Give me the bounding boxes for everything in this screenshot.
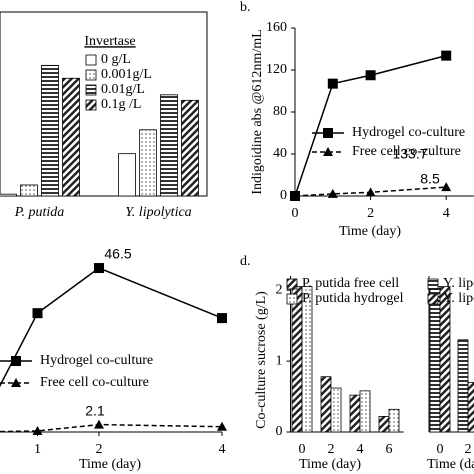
series-line xyxy=(294,186,447,197)
plot-frame xyxy=(0,11,208,197)
bar xyxy=(388,408,400,433)
x-tick-label: 0 xyxy=(292,206,299,221)
value-label: 133.7 xyxy=(392,146,427,162)
legend-swatch xyxy=(286,293,298,305)
x-tick-label: 0 xyxy=(299,442,306,457)
legend-swatch xyxy=(85,84,97,96)
value-label: 8.5 xyxy=(420,171,440,187)
legend-label: Y. lipolytica free cell xyxy=(443,276,474,291)
bar xyxy=(160,94,178,197)
series-line xyxy=(0,267,223,388)
marker xyxy=(365,70,376,81)
legend-swatch xyxy=(427,278,439,290)
series-line xyxy=(294,54,447,197)
marker xyxy=(94,419,104,429)
marker xyxy=(327,188,338,198)
bar xyxy=(41,64,59,197)
bar xyxy=(0,193,17,197)
value-label: 46.5 xyxy=(104,246,131,262)
bar xyxy=(330,387,342,433)
y-tick-label: 0 xyxy=(276,424,283,439)
marker xyxy=(32,425,43,435)
legend-marker xyxy=(323,128,333,138)
y-axis-label: Co-culture sucrose (g/L) xyxy=(254,291,269,429)
marker xyxy=(217,313,227,324)
bar xyxy=(429,286,441,433)
x-tick-label: 2 xyxy=(367,206,374,221)
bar xyxy=(320,376,332,433)
bar xyxy=(181,99,199,197)
legend-label: Free cell co-culture xyxy=(352,144,461,159)
legend-swatch xyxy=(85,99,97,111)
marker xyxy=(327,78,338,89)
x-tick-label: 1 xyxy=(34,442,41,457)
legend-marker xyxy=(323,147,333,156)
y-tick-label: 1 xyxy=(276,353,283,368)
legend-label: 0.001g/L xyxy=(101,67,152,82)
y-axis-label: Indigoidine abs @612nm/mL xyxy=(250,29,265,194)
x-tick-label: 4 xyxy=(443,206,450,221)
marker xyxy=(32,308,43,319)
x-axis-label: Time (day) xyxy=(339,224,401,239)
legend-title: Invertase xyxy=(84,34,135,49)
bar xyxy=(467,381,474,433)
marker xyxy=(441,182,452,192)
x-axis-label: Time (day) xyxy=(427,457,474,472)
x-tick-label: 6 xyxy=(386,442,393,457)
bar xyxy=(20,184,38,197)
legend-swatch xyxy=(286,278,298,290)
legend-label: 0.01g/L xyxy=(101,82,145,97)
bar xyxy=(457,339,469,433)
legend-label: P. putida hydrogel xyxy=(302,291,404,306)
legend-marker xyxy=(11,378,21,387)
y-tick-label: 120 xyxy=(266,62,287,77)
marker xyxy=(217,421,227,431)
marker xyxy=(94,263,104,274)
x-axis-label: Time (day) xyxy=(299,457,361,472)
legend-label: Hydrogel co-culture xyxy=(40,353,153,368)
legend-label: P. putida free cell xyxy=(302,276,399,291)
legend-label: 0 g/L xyxy=(101,52,131,67)
legend-marker xyxy=(11,356,21,366)
x-tick-label: 2 xyxy=(96,442,103,457)
bar xyxy=(439,286,451,433)
marker xyxy=(441,50,452,61)
bar xyxy=(118,153,136,197)
marker xyxy=(365,187,376,197)
bar xyxy=(378,415,390,433)
x-axis-label: Time (day) xyxy=(79,457,141,472)
marker xyxy=(290,191,300,200)
legend-label: Y. lipolytica hydrogel xyxy=(443,291,474,306)
series-line xyxy=(0,423,223,433)
y-tick-label: 80 xyxy=(273,104,287,119)
panel-label: b. xyxy=(240,0,251,15)
x-tick-label: 2 xyxy=(465,442,472,457)
x-tick-label: 2 xyxy=(328,442,335,457)
bar xyxy=(359,390,371,433)
y-tick-label: 2 xyxy=(276,282,283,297)
x-tick-label: Y. lipolytica xyxy=(125,205,191,220)
legend-swatch xyxy=(85,54,97,66)
value-label: 2.1 xyxy=(85,403,105,419)
bar xyxy=(62,77,80,197)
x-tick-label: 4 xyxy=(219,442,226,457)
legend-swatch xyxy=(85,69,97,81)
bar xyxy=(301,286,313,433)
legend-label: 0.1g /L xyxy=(101,97,141,112)
x-tick-label: P. putida xyxy=(14,205,65,220)
y-tick-label: 160 xyxy=(266,20,287,35)
panel-label: d. xyxy=(240,254,251,269)
bar xyxy=(349,394,361,433)
legend-swatch xyxy=(427,293,439,305)
x-tick-label: 4 xyxy=(357,442,364,457)
y-tick-label: 0 xyxy=(280,188,287,203)
y-tick-label: 40 xyxy=(273,146,287,161)
x-tick-label: 0 xyxy=(437,442,444,457)
legend-label: Hydrogel co-culture xyxy=(352,125,465,140)
bar xyxy=(139,129,157,197)
bar xyxy=(291,286,303,433)
legend-label: Free cell co-culture xyxy=(40,375,149,390)
